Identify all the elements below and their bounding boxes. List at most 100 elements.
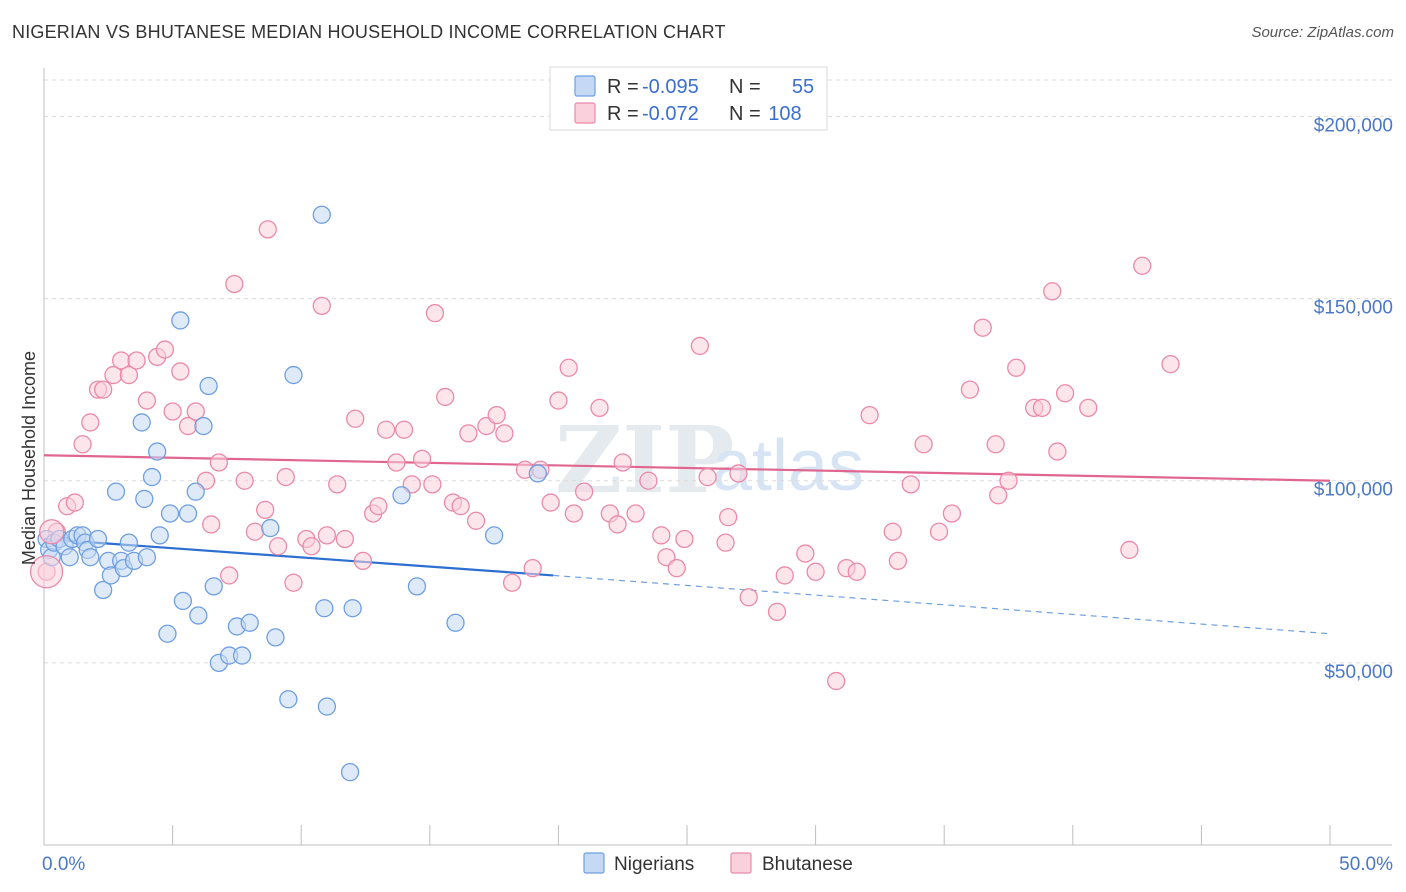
data-point-bhutanese — [495, 424, 514, 443]
data-point-bhutanese — [328, 475, 347, 494]
data-point-bhutanese — [163, 402, 182, 421]
data-point-bhutanese — [209, 453, 229, 472]
data-point-bhutanese — [335, 529, 355, 549]
data-point-bhutanese — [1133, 256, 1152, 275]
legend-r-value: -0.095 — [642, 76, 699, 98]
data-point-bhutanese — [989, 486, 1008, 505]
trend-line-bhutanese — [43, 454, 1331, 482]
data-point-bhutanese — [73, 435, 92, 454]
data-point-bhutanese — [652, 526, 671, 545]
data-point-nigerians — [484, 526, 504, 545]
data-point-bhutanese — [690, 336, 710, 356]
bottom-legend-swatch-nigerians — [583, 852, 605, 874]
data-point-bhutanese — [127, 351, 146, 370]
trend-line-nigerians-extrapolated — [553, 574, 1331, 635]
legend-n-label: N = — [729, 103, 761, 125]
x-tick-label-min: 0.0% — [42, 854, 85, 875]
data-point-bhutanese — [466, 511, 486, 530]
data-point-bhutanese — [901, 475, 920, 494]
data-point-nigerians — [279, 690, 298, 709]
data-point-bhutanese — [888, 551, 908, 571]
data-point-bhutanese — [1120, 540, 1139, 560]
data-point-bhutanese — [225, 274, 244, 294]
data-point-bhutanese — [220, 566, 239, 585]
data-point-bhutanese — [235, 471, 254, 490]
data-point-bhutanese — [436, 387, 455, 407]
data-point-bhutanese — [827, 671, 846, 691]
legend-swatch-nigerians — [574, 75, 596, 97]
data-point-bhutanese — [369, 497, 388, 516]
data-point-bhutanese — [698, 467, 717, 487]
y-tick-label: $200,000 — [1314, 115, 1393, 136]
legend-r-label: R = — [607, 76, 639, 98]
data-point-bhutanese — [729, 464, 748, 483]
data-point-nigerians — [392, 486, 411, 505]
legend-n-label: N = — [729, 76, 761, 98]
data-point-bhutanese — [1161, 354, 1180, 374]
data-point-nigerians — [171, 311, 190, 330]
data-point-bhutanese — [590, 398, 609, 418]
data-point-nigerians — [173, 591, 193, 611]
data-point-nigerians — [446, 613, 465, 632]
data-point-bhutanese — [806, 562, 825, 581]
data-point-bhutanese — [549, 391, 568, 410]
series-legend: Nigerians Bhutanese — [583, 852, 853, 875]
data-point-nigerians — [60, 548, 79, 567]
data-point-bhutanese — [353, 551, 373, 571]
data-point-bhutanese — [137, 391, 157, 410]
y-axis-title: Median Household Income — [19, 351, 39, 565]
data-point-nigerians — [261, 518, 280, 538]
y-tick-label: $50,000 — [1324, 662, 1393, 683]
data-point-nigerians — [312, 205, 331, 224]
data-point-bhutanese — [986, 435, 1005, 454]
data-point-bhutanese — [387, 453, 406, 472]
data-point-bhutanese — [973, 318, 992, 337]
y-tick-label: $100,000 — [1314, 480, 1393, 501]
data-point-bhutanese — [999, 471, 1018, 490]
data-point-bhutanese — [739, 588, 758, 607]
data-point-bhutanese — [675, 529, 694, 549]
axes: $50,000 $100,000 $150,000 $200,000 — [43, 68, 1393, 846]
data-point-bhutanese — [459, 424, 478, 443]
data-point-bhutanese — [29, 555, 64, 589]
watermark: ZIP atlas — [555, 406, 864, 514]
data-points — [29, 205, 1180, 782]
data-point-nigerians — [317, 697, 337, 716]
data-point-bhutanese — [186, 402, 205, 421]
data-point-bhutanese — [626, 504, 645, 523]
data-point-bhutanese — [317, 526, 337, 545]
data-point-nigerians — [132, 413, 151, 432]
data-point-bhutanese — [171, 362, 190, 381]
x-tick-label-max: 50.0% — [1339, 854, 1393, 875]
data-point-nigerians — [232, 646, 252, 665]
data-point-nigerians — [119, 533, 139, 552]
data-point-nigerians — [137, 548, 157, 567]
data-point-bhutanese — [860, 405, 879, 425]
data-point-nigerians — [284, 365, 303, 385]
grid — [44, 79, 1392, 664]
data-point-bhutanese — [245, 522, 265, 541]
data-point-bhutanese — [1032, 398, 1052, 418]
data-point-bhutanese — [302, 537, 321, 556]
data-point-bhutanese — [258, 220, 277, 239]
data-point-bhutanese — [574, 482, 594, 501]
data-point-nigerians — [194, 416, 213, 436]
data-point-bhutanese — [256, 500, 275, 520]
data-point-nigerians — [81, 548, 100, 567]
data-point-bhutanese — [1055, 384, 1075, 403]
legend-box — [549, 66, 828, 131]
data-point-bhutanese — [1043, 282, 1062, 301]
data-point-bhutanese — [155, 340, 175, 359]
data-point-nigerians — [135, 489, 154, 509]
data-point-bhutanese — [425, 303, 445, 323]
legend-swatch-bhutanese — [574, 102, 596, 124]
data-point-bhutanese — [613, 453, 632, 472]
data-point-nigerians — [204, 577, 223, 596]
data-point-bhutanese — [276, 467, 295, 487]
data-point-bhutanese — [39, 519, 65, 545]
data-point-nigerians — [186, 482, 205, 501]
data-point-bhutanese — [719, 507, 738, 527]
data-point-bhutanese — [1079, 398, 1098, 418]
data-point-nigerians — [199, 376, 218, 396]
